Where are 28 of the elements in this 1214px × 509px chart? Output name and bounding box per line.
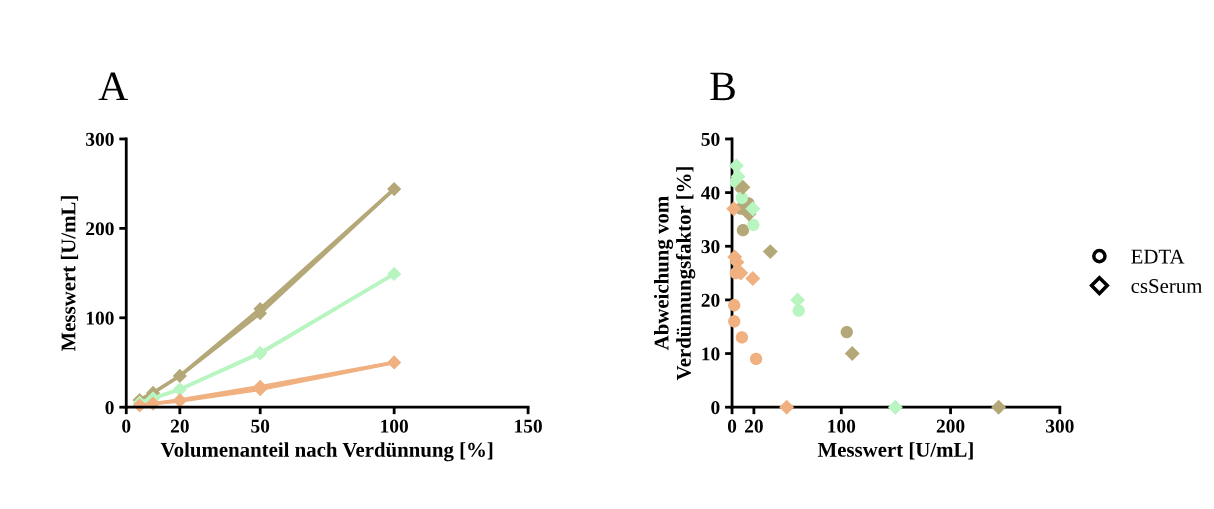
y-tick-label: 20 [701, 293, 720, 307]
chart-title: A [98, 72, 128, 101]
x-axis-title: Messwert [U/mL] [817, 442, 973, 460]
y-tick-label: 200 [86, 222, 114, 236]
y-axis-title: Abweichung vom Verdünnungsfaktor [%] [653, 167, 696, 381]
x-tick-label: 300 [1045, 419, 1074, 433]
y-tick-label: 0 [711, 401, 720, 415]
x-tick-label: 150 [515, 419, 542, 433]
y-tick-label: 300 [86, 132, 114, 146]
text: EDTA [1131, 249, 1185, 264]
x-tick-label: 200 [936, 419, 965, 433]
x-axis-title: Volumenanteil nach Verdünnung [%] [160, 442, 493, 462]
x-tick-label: 50 [251, 419, 270, 433]
x-tick-label: 100 [381, 419, 408, 433]
y-tick-label: 50 [701, 132, 720, 146]
y-tick-label: 30 [701, 240, 720, 254]
y-tick-label: 40 [701, 186, 720, 200]
x-tick-label: 20 [170, 419, 189, 433]
y-tick-label: 10 [702, 347, 720, 361]
x-tick-label: 100 [828, 419, 856, 433]
y-tick-label: 100 [86, 311, 114, 325]
x-tick-label: 0 [727, 419, 737, 433]
chart-title: B [710, 72, 735, 101]
x-tick-label: 20 [744, 419, 763, 433]
x-tick-label: 0 [122, 419, 131, 433]
text: csSerum [1131, 279, 1203, 294]
y-axis-title: Messwert [U/mL] [60, 196, 79, 352]
y-tick-label: 0 [105, 401, 114, 415]
